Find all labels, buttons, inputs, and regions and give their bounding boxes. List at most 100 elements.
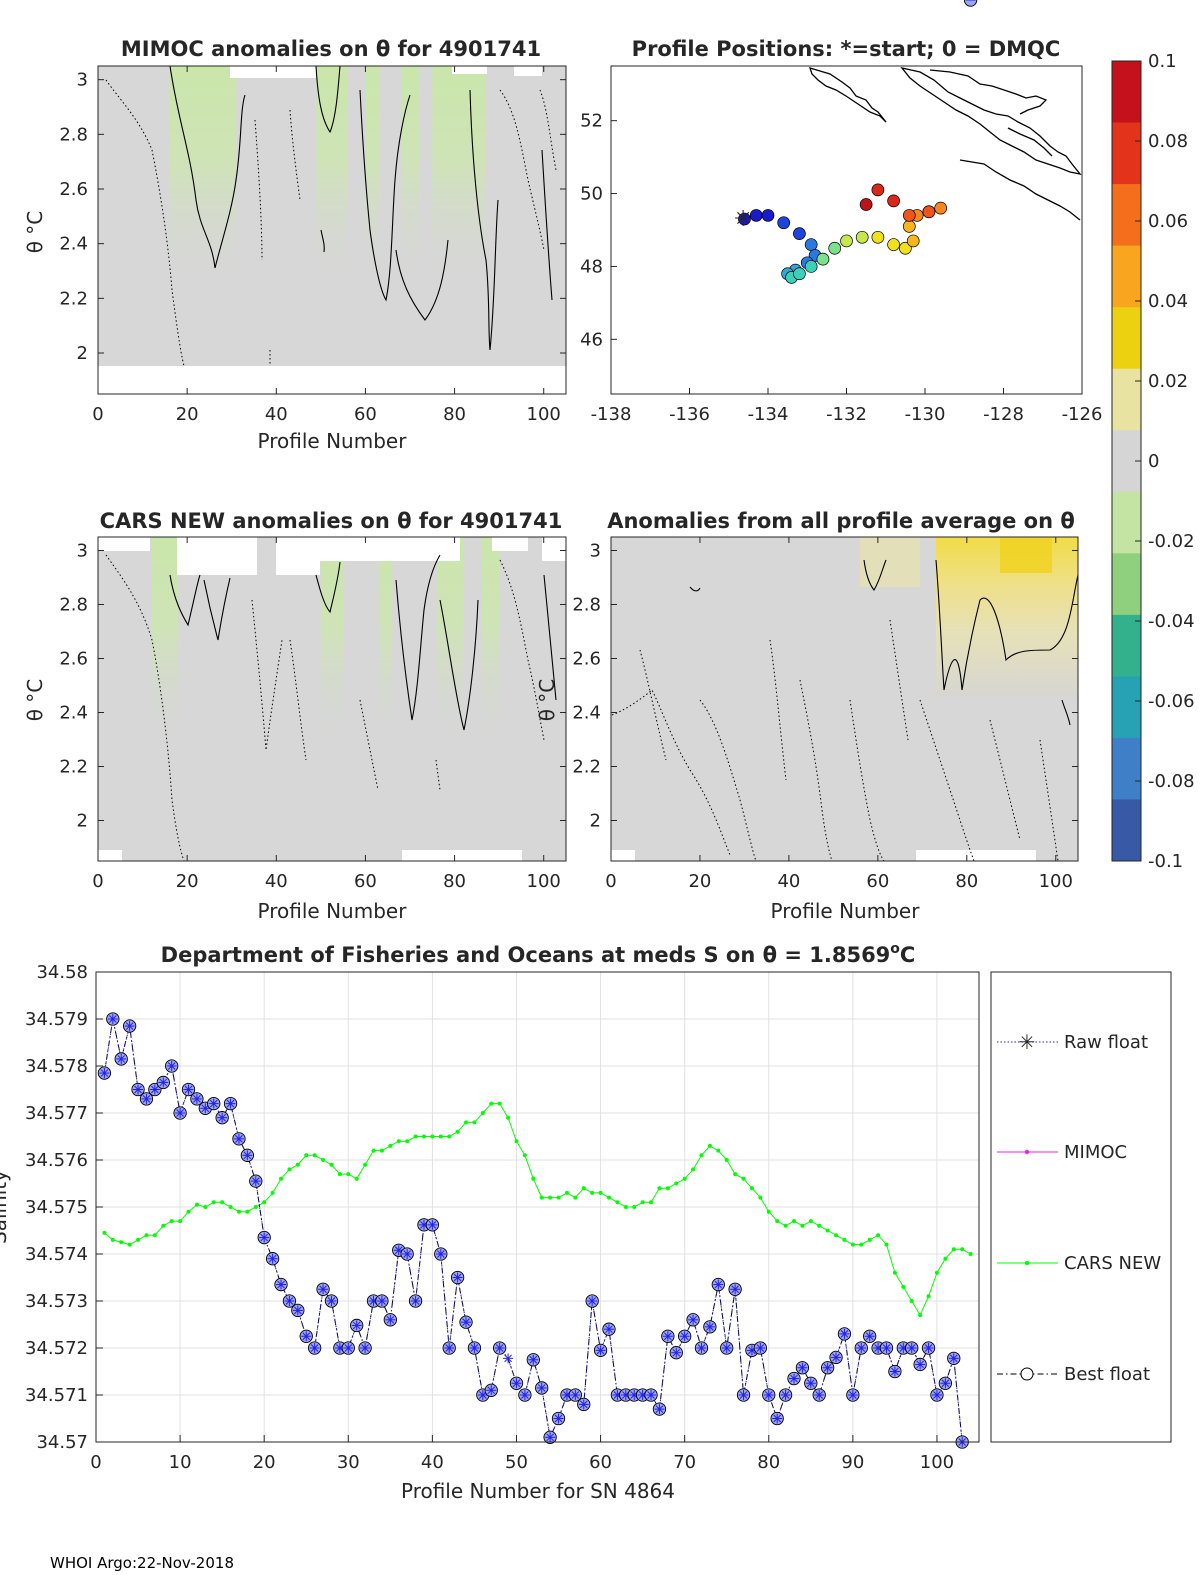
cars-new-point [724, 1158, 729, 1162]
colorbar-tick-label: 0 [1148, 451, 1159, 472]
raw-float-point [864, 1331, 875, 1342]
raw-float-star-stroke [697, 1344, 706, 1352]
colorbar-segment [1112, 307, 1141, 370]
raw-float-point [595, 1345, 606, 1356]
cars-contour-dotted [289, 639, 307, 761]
cars-bottom-gap [402, 850, 522, 861]
cars-new-point [850, 1242, 855, 1247]
raw-float-point [654, 1404, 665, 1415]
allavg-contours-dotted [611, 619, 1059, 862]
raw-float-star-stroke [134, 1085, 142, 1094]
track-point [922, 205, 936, 219]
cars-contour-dotted [499, 559, 545, 741]
cars-new-point [615, 1200, 620, 1205]
raw-float-star-stroke [840, 1330, 849, 1338]
cars-new-point [825, 1228, 830, 1233]
raw-float-point [713, 1279, 724, 1290]
allavg-ytick-label: 2.4 [572, 703, 601, 724]
cars-new-point [220, 1200, 225, 1205]
raw-float-star-stroke [949, 1354, 958, 1363]
cars-new-point [581, 1186, 586, 1191]
raw-float-star-stroke [251, 1177, 260, 1186]
raw-float-point [822, 1362, 833, 1373]
raw-float-point [679, 1331, 690, 1342]
coastline-segment [1007, 127, 1053, 157]
raw-float-point [158, 1077, 169, 1088]
raw-float-point [755, 1343, 766, 1353]
mimoc-xtick-label: 80 [443, 404, 466, 425]
allavg-ytick-label: 3 [590, 541, 601, 562]
colorbar-segment [1112, 737, 1141, 800]
raw-float-star-stroke [546, 1433, 554, 1442]
footer-stamp: WHOI Argo:22-Nov-2018 [50, 1554, 234, 1572]
track-markers [738, 183, 948, 284]
raw-float-star-stroke [352, 1321, 361, 1330]
cars-new-point [834, 1233, 839, 1238]
raw-float-star-stroke [933, 1391, 941, 1399]
mimoc-contour-solid [315, 65, 341, 134]
cars-new-point [152, 1233, 157, 1238]
salinity-ytick-label: 34.575 [25, 1197, 88, 1218]
raw-float-point [839, 1328, 850, 1339]
salinity-title-degree: o [890, 941, 900, 957]
raw-float-star-stroke [832, 1353, 840, 1362]
mimoc-green-band [365, 66, 379, 276]
allavg-contour-dotted [769, 639, 787, 781]
mimoc-xtick-label: 100 [527, 404, 561, 425]
cars-new-point [136, 1237, 141, 1242]
positions-ytick-label: 46 [580, 329, 603, 350]
cars-new-point [287, 1167, 292, 1172]
raw-float-point [940, 1378, 951, 1389]
raw-float-point [292, 1305, 303, 1316]
cars-new-point [800, 1223, 805, 1228]
salinity-xlabel: Profile Number for SN 4864 [401, 1479, 675, 1503]
raw-float-star-stroke [806, 1379, 815, 1388]
raw-float-star-stroke [184, 1085, 193, 1094]
cars-new-point [699, 1153, 704, 1158]
salinity-ylabel: Salinity [0, 1170, 11, 1244]
allavg-contour-solid [689, 586, 701, 592]
mimoc-contour-dotted [539, 89, 557, 171]
track-point [793, 267, 806, 281]
raw-float-star-stroke [176, 1109, 184, 1117]
mimoc-contour-solid [541, 149, 553, 301]
mimoc-ytick-label: 2.6 [59, 179, 88, 200]
cars-contour-solid [439, 599, 479, 731]
coastline-segment [808, 67, 887, 123]
allavg-xtick-label: 80 [955, 871, 978, 892]
cars-new-point [556, 1195, 561, 1200]
raw-float-star-stroke [571, 1391, 580, 1399]
cars-new-point [203, 1205, 208, 1209]
salinity-xtick-label: 20 [253, 1452, 276, 1473]
allavg-contour-dotted [1039, 739, 1059, 862]
raw-float-star-stroke [916, 1360, 924, 1369]
raw-float-point [738, 1390, 749, 1400]
raw-float-star-stroke [344, 1344, 353, 1352]
raw-float-star-stroke [781, 1391, 790, 1399]
cars-new-point [909, 1299, 914, 1303]
raw-float-point [519, 1390, 530, 1400]
raw-float-star-stroke [706, 1322, 714, 1331]
cars-new-point [472, 1120, 477, 1125]
cars-top-gap [542, 537, 566, 561]
raw-float-point [763, 1390, 774, 1400]
raw-float-point [797, 1362, 808, 1373]
cars-new-point [430, 1134, 435, 1139]
cars-contour-solid [543, 574, 557, 701]
allavg-axes-box [610, 536, 1079, 862]
colorbar-segment [1112, 245, 1141, 308]
raw-float-point [175, 1108, 186, 1118]
salinity-ytick-label: 34.57 [36, 1432, 88, 1453]
raw-float-star-stroke [924, 1344, 933, 1352]
positions-ytick-label: 52 [580, 111, 603, 132]
raw-float-star-stroke [731, 1285, 739, 1294]
raw-float-point [124, 1021, 135, 1032]
allavg-yticks: 3 2.8 2.6 2.4 2.2 2 [572, 541, 1078, 832]
cars-top-gap [492, 537, 528, 551]
track-point [828, 241, 842, 255]
cars-contours-dotted [105, 554, 545, 862]
cars-new-point [606, 1195, 611, 1200]
cars-new-point [691, 1167, 696, 1172]
colorbar-tick-label: -0.06 [1148, 691, 1195, 712]
